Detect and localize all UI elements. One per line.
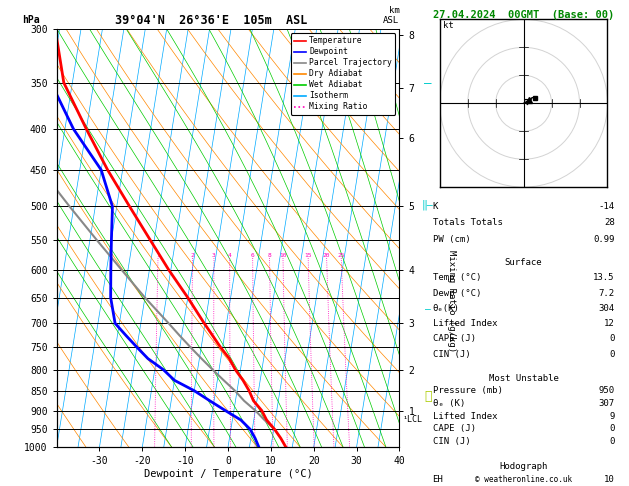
Text: 27.04.2024  00GMT  (Base: 00): 27.04.2024 00GMT (Base: 00) — [433, 10, 615, 20]
Text: km
ASL: km ASL — [383, 5, 399, 25]
Text: 25: 25 — [338, 253, 345, 258]
Text: 307: 307 — [599, 399, 615, 408]
Text: Temp (°C): Temp (°C) — [433, 274, 481, 282]
Text: © weatheronline.co.uk: © weatheronline.co.uk — [475, 474, 572, 484]
Text: EH: EH — [433, 475, 443, 485]
Text: CAPE (J): CAPE (J) — [433, 334, 476, 344]
Text: —: — — [425, 304, 431, 314]
Text: Lifted Index: Lifted Index — [433, 412, 497, 421]
Text: 3: 3 — [212, 253, 216, 258]
Text: CIN (J): CIN (J) — [433, 349, 470, 359]
X-axis label: Dewpoint / Temperature (°C): Dewpoint / Temperature (°C) — [143, 469, 313, 479]
Text: Totals Totals: Totals Totals — [433, 218, 503, 227]
Text: 15: 15 — [304, 253, 312, 258]
Text: Most Unstable: Most Unstable — [489, 374, 559, 382]
Text: 0: 0 — [610, 424, 615, 434]
Text: PW (cm): PW (cm) — [433, 235, 470, 244]
Text: 7.2: 7.2 — [599, 289, 615, 298]
Text: 950: 950 — [599, 386, 615, 395]
Text: 0: 0 — [610, 437, 615, 446]
Legend: Temperature, Dewpoint, Parcel Trajectory, Dry Adiabat, Wet Adiabat, Isotherm, Mi: Temperature, Dewpoint, Parcel Trajectory… — [291, 33, 396, 115]
Text: 6: 6 — [251, 253, 255, 258]
Text: 4: 4 — [228, 253, 231, 258]
Text: Hodograph: Hodograph — [499, 462, 548, 470]
Text: 12: 12 — [604, 319, 615, 328]
Text: CAPE (J): CAPE (J) — [433, 424, 476, 434]
Text: CIN (J): CIN (J) — [433, 437, 470, 446]
Text: 28: 28 — [604, 218, 615, 227]
Text: -14: -14 — [599, 202, 615, 210]
Text: K: K — [433, 202, 438, 210]
Text: 20: 20 — [323, 253, 330, 258]
Text: θₑ (K): θₑ (K) — [433, 399, 465, 408]
Text: ¹LCL: ¹LCL — [403, 415, 423, 424]
Text: 8: 8 — [268, 253, 272, 258]
Text: 10: 10 — [604, 475, 615, 485]
Text: 9: 9 — [610, 412, 615, 421]
Text: ‖—: ‖— — [422, 199, 433, 210]
Text: 0.99: 0.99 — [593, 235, 615, 244]
Text: 0: 0 — [610, 349, 615, 359]
Text: 13.5: 13.5 — [593, 274, 615, 282]
Text: 0: 0 — [610, 334, 615, 344]
Text: 39°04'N  26°36'E  105m  ASL: 39°04'N 26°36'E 105m ASL — [114, 14, 307, 27]
Text: Pressure (mb): Pressure (mb) — [433, 386, 503, 395]
Text: 1: 1 — [156, 253, 160, 258]
Text: ‸: ‸ — [424, 390, 431, 403]
Text: θₑ(K): θₑ(K) — [433, 304, 459, 313]
Text: kt: kt — [443, 21, 454, 30]
Text: Surface: Surface — [505, 258, 542, 267]
Text: Dewp (°C): Dewp (°C) — [433, 289, 481, 298]
Text: hPa: hPa — [23, 15, 40, 25]
Text: 10: 10 — [279, 253, 287, 258]
Text: 2: 2 — [191, 253, 194, 258]
Text: Lifted Index: Lifted Index — [433, 319, 497, 328]
Text: —: — — [424, 77, 431, 90]
Text: Mixing Ratio (g/kg): Mixing Ratio (g/kg) — [447, 250, 455, 352]
Text: 304: 304 — [599, 304, 615, 313]
